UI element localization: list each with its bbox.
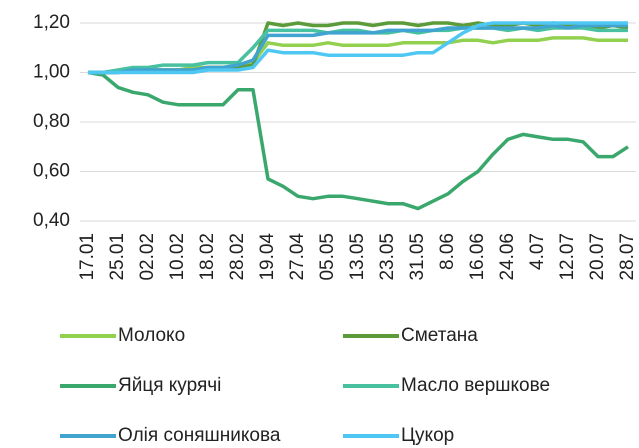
x-tick-label: 13.05 bbox=[347, 233, 368, 281]
x-tick-label: 25.01 bbox=[107, 233, 128, 281]
x-tick-label: 02.02 bbox=[137, 233, 158, 281]
x-tick-label: 18.02 bbox=[197, 233, 218, 281]
x-tick-label: 17.01 bbox=[77, 233, 98, 281]
series-line bbox=[88, 26, 628, 75]
legend-label: Яйця курячі bbox=[118, 375, 221, 396]
y-tick-label: 0,40 bbox=[33, 210, 70, 231]
y-tick-label: 0,60 bbox=[33, 161, 70, 182]
x-tick-label: 12.07 bbox=[557, 233, 578, 281]
y-tick-label: 1,20 bbox=[33, 12, 70, 33]
legend-label: Сметана bbox=[401, 325, 478, 346]
series-line bbox=[88, 21, 628, 75]
legend-label: Олія соняшникова bbox=[118, 425, 281, 446]
x-tick-label: 05.05 bbox=[317, 233, 338, 281]
x-tick-label: 27.04 bbox=[287, 233, 308, 281]
series-line bbox=[87, 70, 629, 211]
legend-label: Масло вершкове bbox=[401, 375, 550, 396]
legend-label: Молоко bbox=[118, 325, 185, 346]
x-tick-label: 28.07 bbox=[617, 233, 638, 281]
y-tick-label: 1,00 bbox=[33, 62, 70, 83]
x-tick-label: 10.02 bbox=[167, 233, 188, 281]
y-tick-label: 0,80 bbox=[33, 111, 70, 132]
x-tick-label: 20.07 bbox=[587, 233, 608, 281]
x-tick-label: 4.07 bbox=[527, 233, 548, 270]
x-tick-label: 24.06 bbox=[497, 233, 518, 281]
series-line bbox=[88, 23, 628, 75]
x-tick-label: 31.05 bbox=[407, 233, 428, 281]
x-tick-label: 8.06 bbox=[437, 233, 458, 270]
x-tick-label: 19.04 bbox=[257, 233, 278, 281]
x-tick-label: 28.02 bbox=[227, 233, 248, 281]
x-tick-label: 23.05 bbox=[377, 233, 398, 281]
legend-label: Цукор bbox=[401, 425, 454, 446]
x-tick-label: 16.06 bbox=[467, 233, 488, 281]
